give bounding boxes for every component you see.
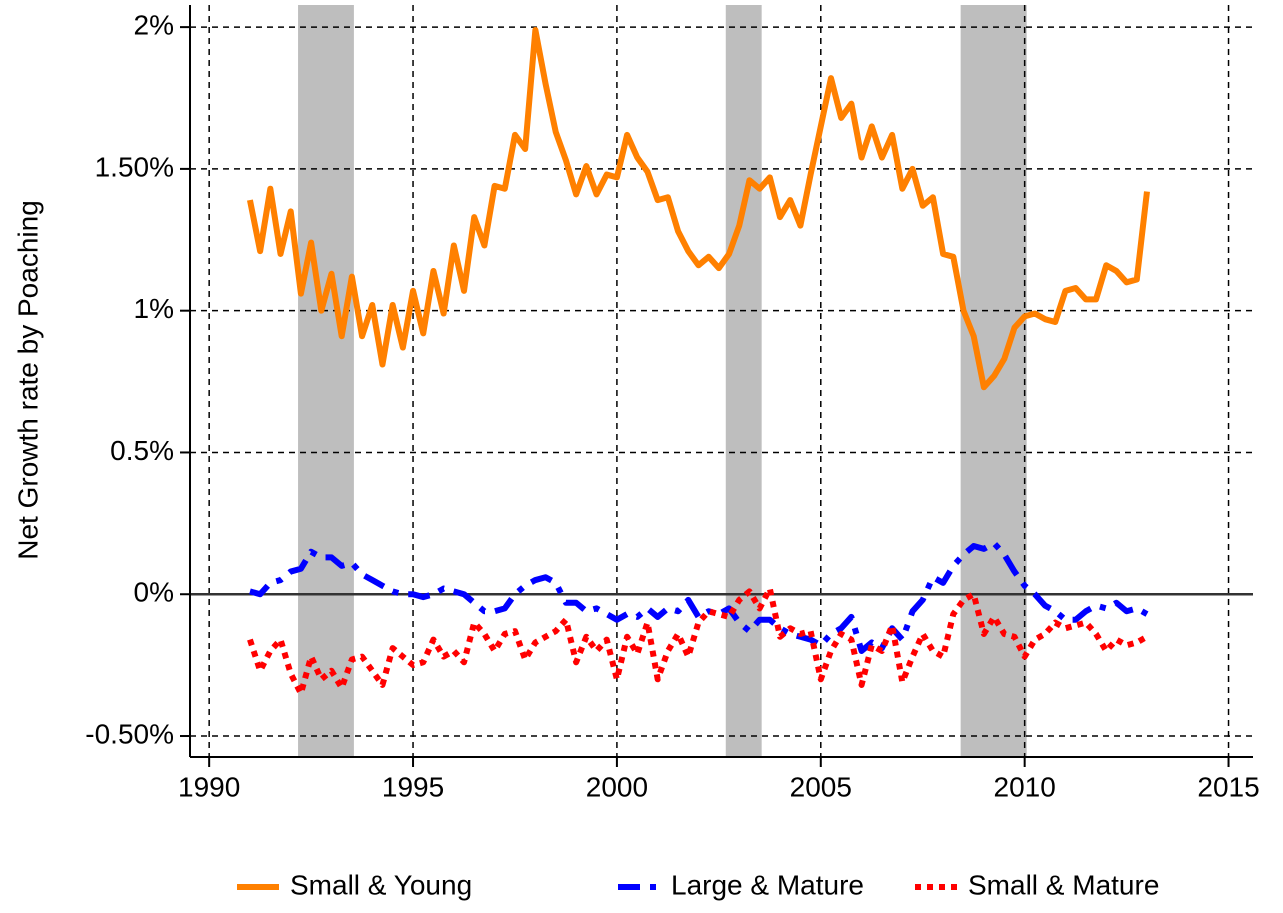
series-line [246,26,1150,391]
y-tick-label: 1.50% [95,151,174,182]
series-line [249,540,1149,654]
y-tick-label: 2% [134,10,174,41]
x-tick-label: 2015 [1197,771,1259,802]
x-tick-label: 1995 [382,771,444,802]
y-tick-label: 1% [134,293,174,324]
x-tick-label: 2010 [994,771,1056,802]
recession-shade [298,5,354,757]
legend-label: Small & Mature [968,869,1159,900]
series-line [247,585,1149,697]
y-tick-label: 0.5% [110,435,174,466]
x-tick-label: 2005 [790,771,852,802]
x-tick-label: 1990 [178,771,240,802]
recession-shade [725,5,762,757]
y-axis-label: Net Growth rate by Poaching [12,200,43,560]
legend-label: Small & Young [290,869,472,900]
y-tick-label: -0.50% [85,718,174,749]
x-tick-label: 2000 [586,771,648,802]
legend-label: Large & Mature [671,869,864,900]
recession-shade [960,5,1027,757]
y-tick-label: 0% [134,577,174,608]
